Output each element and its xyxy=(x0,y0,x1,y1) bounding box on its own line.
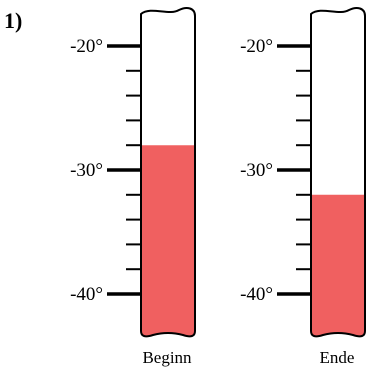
tick-label: -40° xyxy=(240,284,273,305)
tick-label: -30° xyxy=(70,160,103,181)
liquid-column xyxy=(141,145,195,337)
liquid-column xyxy=(311,194,365,337)
tick-label: -20° xyxy=(240,36,273,57)
thermometer-tube xyxy=(310,7,366,338)
tick-label: -40° xyxy=(70,284,103,305)
tick-label: -30° xyxy=(240,160,273,181)
exercise-number: 1) xyxy=(4,8,23,33)
thermometer-tube xyxy=(140,7,196,338)
thermometer-caption-1: Ende xyxy=(320,348,355,367)
thermometer-caption-0: Beginn xyxy=(142,348,192,367)
tick-label: -20° xyxy=(70,36,103,57)
